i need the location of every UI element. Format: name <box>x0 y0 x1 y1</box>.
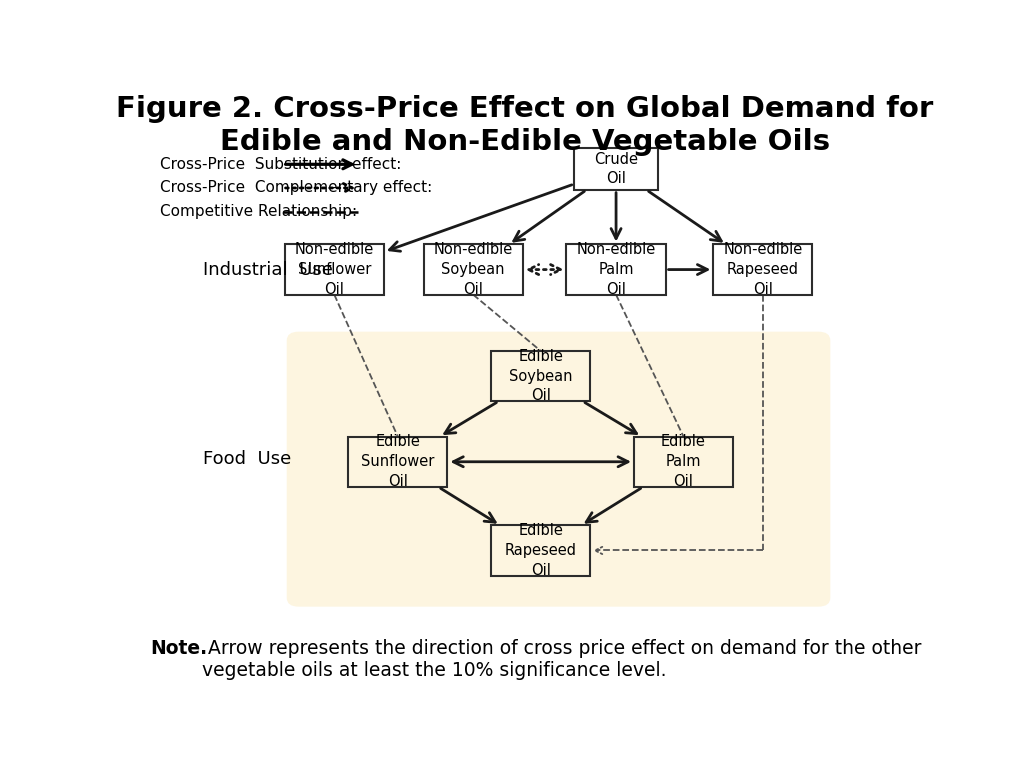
FancyBboxPatch shape <box>348 437 447 487</box>
FancyBboxPatch shape <box>574 148 657 190</box>
Text: Edible
Rapeseed
Oil: Edible Rapeseed Oil <box>505 523 577 578</box>
Text: Edible
Palm
Oil: Edible Palm Oil <box>662 435 706 489</box>
Text: Crude
Oil: Crude Oil <box>594 151 638 187</box>
FancyBboxPatch shape <box>634 437 733 487</box>
Text: Non-edible
Sunflower
Oil: Non-edible Sunflower Oil <box>295 242 374 297</box>
FancyBboxPatch shape <box>714 244 812 295</box>
Text: Non-edible
Soybean
Oil: Non-edible Soybean Oil <box>433 242 513 297</box>
Text: Food  Use: Food Use <box>204 450 292 468</box>
Text: Industrial  Use: Industrial Use <box>204 260 333 279</box>
Text: Note.: Note. <box>151 639 207 658</box>
FancyBboxPatch shape <box>285 244 384 295</box>
Text: Edible and Non-Edible Vegetable Oils: Edible and Non-Edible Vegetable Oils <box>220 127 829 156</box>
FancyBboxPatch shape <box>492 351 590 401</box>
Text: Cross-Price  Complementary effect:: Cross-Price Complementary effect: <box>160 180 432 196</box>
Text: Competitive Relationship:: Competitive Relationship: <box>160 204 357 219</box>
Text: Edible
Sunflower
Oil: Edible Sunflower Oil <box>361 435 434 489</box>
FancyBboxPatch shape <box>566 244 666 295</box>
FancyBboxPatch shape <box>492 525 590 575</box>
FancyBboxPatch shape <box>424 244 523 295</box>
FancyBboxPatch shape <box>287 332 830 607</box>
Text: Arrow represents the direction of cross price effect on demand for the other
veg: Arrow represents the direction of cross … <box>202 639 922 680</box>
Text: Figure 2. Cross-Price Effect on Global Demand for: Figure 2. Cross-Price Effect on Global D… <box>116 95 934 123</box>
Text: Non-edible
Rapeseed
Oil: Non-edible Rapeseed Oil <box>723 242 803 297</box>
Text: Edible
Soybean
Oil: Edible Soybean Oil <box>509 349 572 403</box>
Text: Cross-Price  Substitution effect:: Cross-Price Substitution effect: <box>160 157 401 172</box>
Text: Non-edible
Palm
Oil: Non-edible Palm Oil <box>577 242 655 297</box>
